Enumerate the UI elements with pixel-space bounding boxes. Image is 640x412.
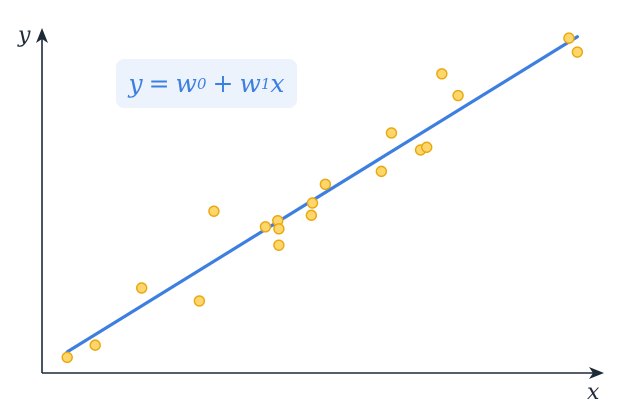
data-point-14 — [385, 127, 398, 139]
data-point-9 — [273, 239, 285, 251]
equation-lhs: y — [128, 69, 143, 98]
data-point-1 — [61, 351, 73, 364]
equation-w1: w — [239, 69, 261, 98]
data-point-4 — [193, 295, 206, 307]
regression-line — [65, 35, 579, 354]
equation-equals: = — [148, 69, 170, 98]
equation-var: x — [270, 69, 285, 98]
y-axis-arrow-icon — [36, 28, 48, 43]
data-point-16 — [421, 141, 433, 153]
x-axis-arrow-icon — [589, 367, 604, 379]
equation-plus: + — [212, 69, 234, 98]
data-point-5 — [208, 205, 220, 217]
data-point-13 — [375, 165, 388, 178]
equation-w1-sub: 1 — [260, 74, 271, 93]
data-points — [61, 32, 584, 364]
data-point-17 — [436, 68, 448, 80]
data-point-2 — [89, 339, 101, 351]
equation-w0-sub: 0 — [196, 74, 207, 93]
data-point-12 — [319, 178, 332, 191]
equation-w0: w — [175, 69, 197, 98]
data-point-18 — [452, 89, 464, 102]
y-axis-label: y — [17, 23, 31, 48]
data-point-20 — [571, 46, 584, 58]
data-point-6 — [259, 221, 272, 233]
data-point-19 — [563, 32, 575, 44]
x-axis-label: x — [587, 380, 600, 405]
data-point-10 — [305, 209, 318, 221]
data-point-8 — [273, 223, 285, 235]
data-point-11 — [306, 197, 319, 209]
data-point-3 — [135, 282, 148, 294]
